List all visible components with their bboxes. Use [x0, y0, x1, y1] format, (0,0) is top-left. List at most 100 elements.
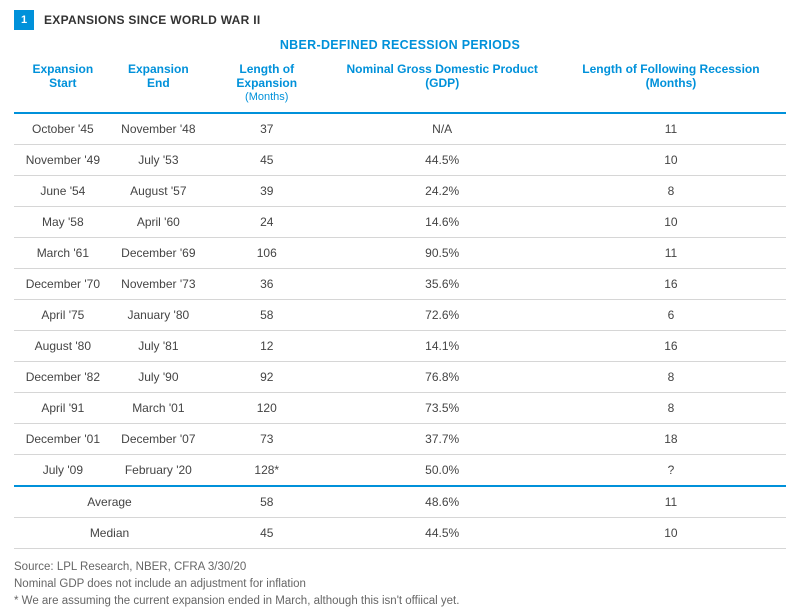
table-row: April '75January '805872.6%6 — [14, 299, 786, 330]
table-row: December '82July '909276.8%8 — [14, 361, 786, 392]
page-title: EXPANSIONS SINCE WORLD WAR II — [44, 13, 261, 27]
table-cell: 39 — [205, 175, 329, 206]
table-cell: January '80 — [112, 299, 205, 330]
table-cell: 37.7% — [329, 423, 556, 454]
table-cell: 58 — [205, 299, 329, 330]
expansion-table: Expansion Start Expansion End Length of … — [14, 58, 786, 549]
summary-cell: 58 — [205, 486, 329, 518]
table-cell: 11 — [556, 113, 786, 145]
subtitle: NBER-DEFINED RECESSION PERIODS — [14, 38, 786, 52]
col-header-text: Length of Expansion — [236, 62, 297, 90]
table-cell: November '49 — [14, 144, 112, 175]
table-cell: 6 — [556, 299, 786, 330]
table-cell: 16 — [556, 330, 786, 361]
footnote-line: Source: LPL Research, NBER, CFRA 3/30/20 — [14, 559, 786, 576]
table-cell: August '57 — [112, 175, 205, 206]
table-cell: December '69 — [112, 237, 205, 268]
table-cell: 72.6% — [329, 299, 556, 330]
table-cell: 50.0% — [329, 454, 556, 486]
table-cell: April '75 — [14, 299, 112, 330]
table-body: October '45November '4837N/A11November '… — [14, 113, 786, 549]
table-cell: March '61 — [14, 237, 112, 268]
table-cell: 8 — [556, 392, 786, 423]
table-cell: 12 — [205, 330, 329, 361]
table-cell: 24.2% — [329, 175, 556, 206]
table-cell: N/A — [329, 113, 556, 145]
table-cell: 16 — [556, 268, 786, 299]
footnote-line: * We are assuming the current expansion … — [14, 593, 786, 610]
table-cell: 24 — [205, 206, 329, 237]
table-row: August '80July '811214.1%16 — [14, 330, 786, 361]
table-cell: December '07 — [112, 423, 205, 454]
table-cell: December '01 — [14, 423, 112, 454]
table-cell: 73.5% — [329, 392, 556, 423]
table-cell: 10 — [556, 144, 786, 175]
table-cell: July '81 — [112, 330, 205, 361]
table-cell: November '48 — [112, 113, 205, 145]
table-cell: 73 — [205, 423, 329, 454]
table-row: May '58April '602414.6%10 — [14, 206, 786, 237]
summary-row: Median4544.5%10 — [14, 517, 786, 548]
summary-label: Median — [14, 517, 205, 548]
table-row: July '09February '20128*50.0%? — [14, 454, 786, 486]
table-cell: May '58 — [14, 206, 112, 237]
table-cell: 14.1% — [329, 330, 556, 361]
col-expansion-end: Expansion End — [112, 58, 205, 113]
table-cell: February '20 — [112, 454, 205, 486]
table-cell: October '45 — [14, 113, 112, 145]
table-head: Expansion Start Expansion End Length of … — [14, 58, 786, 113]
table-cell: 35.6% — [329, 268, 556, 299]
table-cell: April '91 — [14, 392, 112, 423]
table-cell: June '54 — [14, 175, 112, 206]
table-cell: 90.5% — [329, 237, 556, 268]
table-cell: 14.6% — [329, 206, 556, 237]
table-cell: 36 — [205, 268, 329, 299]
table-row: December '70November '733635.6%16 — [14, 268, 786, 299]
table-cell: December '70 — [14, 268, 112, 299]
figure-badge: 1 — [14, 10, 34, 30]
table-row: December '01December '077337.7%18 — [14, 423, 786, 454]
summary-cell: 48.6% — [329, 486, 556, 518]
table-row: November '49July '534544.5%10 — [14, 144, 786, 175]
summary-cell: 45 — [205, 517, 329, 548]
summary-cell: 44.5% — [329, 517, 556, 548]
footnote-line: Nominal GDP does not include an adjustme… — [14, 576, 786, 593]
table-cell: November '73 — [112, 268, 205, 299]
col-header-text: Nominal Gross Domestic Product (GDP) — [347, 62, 538, 90]
table-cell: 92 — [205, 361, 329, 392]
table-cell: 8 — [556, 361, 786, 392]
table-cell: 106 — [205, 237, 329, 268]
col-gdp: Nominal Gross Domestic Product (GDP) — [329, 58, 556, 113]
table-cell: 11 — [556, 237, 786, 268]
table-row: June '54August '573924.2%8 — [14, 175, 786, 206]
summary-cell: 11 — [556, 486, 786, 518]
table-cell: 10 — [556, 206, 786, 237]
table-cell: December '82 — [14, 361, 112, 392]
table-row: March '61December '6910690.5%11 — [14, 237, 786, 268]
table-cell: July '53 — [112, 144, 205, 175]
table-cell: 37 — [205, 113, 329, 145]
col-header-text: Expansion End — [128, 62, 189, 90]
table-cell: August '80 — [14, 330, 112, 361]
table-cell: 18 — [556, 423, 786, 454]
summary-label: Average — [14, 486, 205, 518]
col-header-sub: (Months) — [209, 91, 325, 104]
table-cell: 44.5% — [329, 144, 556, 175]
table-cell: March '01 — [112, 392, 205, 423]
table-cell: 128* — [205, 454, 329, 486]
table-cell: 120 — [205, 392, 329, 423]
table-cell: July '09 — [14, 454, 112, 486]
header-row: 1 EXPANSIONS SINCE WORLD WAR II — [14, 10, 786, 30]
table-cell: ? — [556, 454, 786, 486]
col-expansion-start: Expansion Start — [14, 58, 112, 113]
summary-row: Average5848.6%11 — [14, 486, 786, 518]
col-length-expansion: Length of Expansion (Months) — [205, 58, 329, 113]
table-cell: April '60 — [112, 206, 205, 237]
col-header-text: Length of Following Recession (Months) — [582, 62, 759, 90]
table-cell: July '90 — [112, 361, 205, 392]
col-length-recession: Length of Following Recession (Months) — [556, 58, 786, 113]
table-row: October '45November '4837N/A11 — [14, 113, 786, 145]
col-header-text: Expansion Start — [33, 62, 94, 90]
table-row: April '91March '0112073.5%8 — [14, 392, 786, 423]
footnotes: Source: LPL Research, NBER, CFRA 3/30/20… — [14, 559, 786, 611]
